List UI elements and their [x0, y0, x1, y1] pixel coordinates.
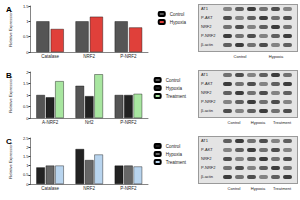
svg-text:NRF2: NRF2 [83, 186, 95, 191]
svg-text:0.5: 0.5 [23, 172, 29, 177]
svg-text:0.5: 0.5 [23, 34, 29, 39]
html-text:Treatment: Treatment [273, 120, 291, 125]
svg-text:2: 2 [26, 145, 29, 150]
svg-text:0: 0 [26, 116, 29, 121]
svg-text:A: A [6, 5, 12, 14]
svg-text:1.5: 1.5 [23, 81, 29, 86]
svg-text:Treatment: Treatment [166, 94, 187, 99]
html-text:NRF2: NRF2 [201, 24, 212, 29]
html-text:AT1: AT1 [201, 6, 208, 11]
svg-text:Relative Expression: Relative Expression [8, 143, 13, 178]
html-text:NRF2: NRF2 [201, 156, 212, 161]
svg-text:2.5: 2.5 [23, 136, 29, 141]
svg-text:P-NRF2: P-NRF2 [120, 54, 137, 59]
html-text:P-NRF2: P-NRF2 [201, 165, 216, 170]
html-text:Control: Control [227, 120, 241, 125]
html-text:AT1: AT1 [201, 72, 208, 77]
svg-text:Nrf2: Nrf2 [85, 120, 94, 125]
svg-text:Hypoxia: Hypoxia [166, 152, 183, 157]
html-text:Treatment: Treatment [273, 186, 291, 191]
svg-text:Control: Control [166, 78, 181, 83]
html-text:β-actin: β-actin [201, 108, 214, 113]
svg-text:B: B [6, 71, 12, 80]
html-text:β-actin: β-actin [201, 42, 214, 47]
svg-text:0.5: 0.5 [23, 104, 29, 109]
svg-text:P-NRF2: P-NRF2 [120, 120, 137, 125]
svg-text:0: 0 [26, 50, 29, 55]
svg-text:Relative Expression: Relative Expression [8, 11, 13, 46]
svg-text:Control: Control [170, 12, 185, 17]
html-text:Hypoxia: Hypoxia [250, 120, 266, 125]
html-text:Control: Control [233, 54, 247, 59]
html-text:Control: Control [227, 186, 241, 191]
html-text:Hypoxia: Hypoxia [250, 186, 266, 191]
svg-text:Catalase: Catalase [41, 186, 59, 191]
html-text:AT1: AT1 [201, 138, 208, 143]
svg-text:1.5: 1.5 [23, 154, 29, 159]
svg-text:A-NRF2: A-NRF2 [42, 120, 59, 125]
svg-text:Hypoxia: Hypoxia [170, 20, 187, 25]
html-text:NRF2: NRF2 [201, 90, 212, 95]
svg-text:0: 0 [26, 182, 29, 187]
svg-text:Hypoxia: Hypoxia [166, 86, 183, 91]
html-text:P-AKT: P-AKT [201, 15, 213, 20]
svg-text:Catalase: Catalase [41, 54, 59, 59]
html-text:Hypoxia: Hypoxia [268, 54, 284, 59]
svg-text:NRF2: NRF2 [83, 54, 95, 59]
svg-text:1.5: 1.5 [23, 4, 29, 9]
html-text:P-NRF2: P-NRF2 [201, 33, 216, 38]
html-text:P-AKT: P-AKT [201, 147, 213, 152]
svg-text:C: C [6, 137, 12, 146]
svg-text:1: 1 [26, 93, 29, 98]
html-text:P-NRF2: P-NRF2 [201, 99, 216, 104]
svg-text:Relative Expression: Relative Expression [8, 77, 13, 112]
html-text:P-AKT: P-AKT [201, 81, 213, 86]
svg-text:P-NRF2: P-NRF2 [120, 186, 137, 191]
svg-text:Treatment: Treatment [166, 160, 187, 165]
svg-text:1: 1 [26, 19, 29, 24]
html-text:β-actin: β-actin [201, 174, 214, 179]
svg-text:1: 1 [26, 163, 29, 168]
svg-text:Control: Control [166, 144, 181, 149]
svg-text:2: 2 [26, 70, 29, 75]
